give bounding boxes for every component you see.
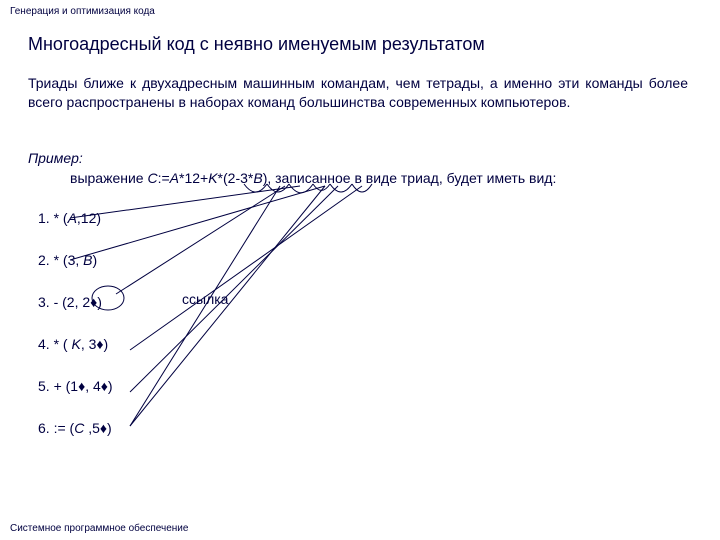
- triad-6: 6. := (C ,5♦): [38, 420, 112, 436]
- expr-C: C: [147, 170, 157, 186]
- page-title: Многоадресный код с неявно именуемым рез…: [28, 34, 485, 55]
- expr-mid2: *12+: [179, 170, 208, 186]
- expression-line: выражение C:=A*12+K*(2-3*B), записанное …: [70, 170, 556, 186]
- triad-3: 3. - (2, 2♦): [38, 294, 102, 310]
- triad-5: 5. + (1♦, 4♦): [38, 378, 113, 394]
- t2-post: ): [92, 252, 97, 268]
- t1-pre: 1. * (: [38, 210, 68, 226]
- expr-mid1: :=: [158, 170, 170, 186]
- t1-A: A: [68, 210, 77, 226]
- expr-mid4: ), записанное в виде триад, будет иметь …: [263, 170, 557, 186]
- triad-2: 2. * (3, B): [38, 252, 97, 268]
- t6-C: C: [74, 420, 84, 436]
- expr-B: B: [253, 170, 262, 186]
- intro-paragraph: Триады ближе к двухадресным машинным ком…: [28, 74, 688, 112]
- expr-mid3: *(2-3*: [218, 170, 254, 186]
- page-footer: Системное программное обеспечение: [10, 523, 188, 534]
- t2-pre: 2. * (3,: [38, 252, 83, 268]
- t4-pre: 4. * (: [38, 336, 71, 352]
- triad-4: 4. * ( K, 3♦): [38, 336, 108, 352]
- expr-pre: выражение: [70, 170, 147, 186]
- t4-post: , 3♦): [81, 336, 108, 352]
- page-header: Генерация и оптимизация кода: [10, 6, 155, 17]
- t6-pre: 6. := (: [38, 420, 74, 436]
- t1-post: ,12): [77, 210, 101, 226]
- reference-label: ссылка: [182, 291, 228, 307]
- t4-K: K: [71, 336, 80, 352]
- t6-post: ,5♦): [84, 420, 111, 436]
- expr-K: K: [208, 170, 217, 186]
- triad-1: 1. * (A,12): [38, 210, 101, 226]
- example-label: Пример:: [28, 150, 83, 166]
- expr-A: A: [170, 170, 179, 186]
